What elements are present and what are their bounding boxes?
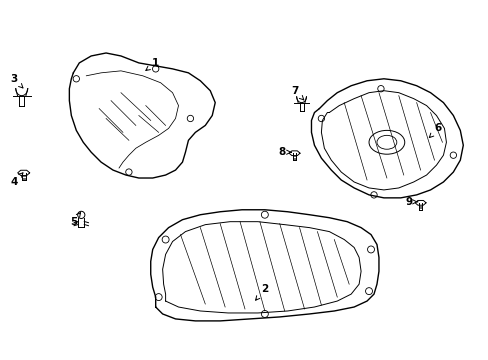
Text: 5: 5	[70, 213, 81, 227]
Text: 2: 2	[255, 284, 268, 300]
Text: 3: 3	[10, 74, 23, 88]
Text: 7: 7	[290, 86, 303, 100]
Text: 6: 6	[428, 123, 441, 138]
Text: 1: 1	[145, 58, 159, 71]
Text: 8: 8	[278, 147, 290, 157]
Text: 9: 9	[405, 197, 417, 207]
Text: 4: 4	[10, 173, 23, 187]
